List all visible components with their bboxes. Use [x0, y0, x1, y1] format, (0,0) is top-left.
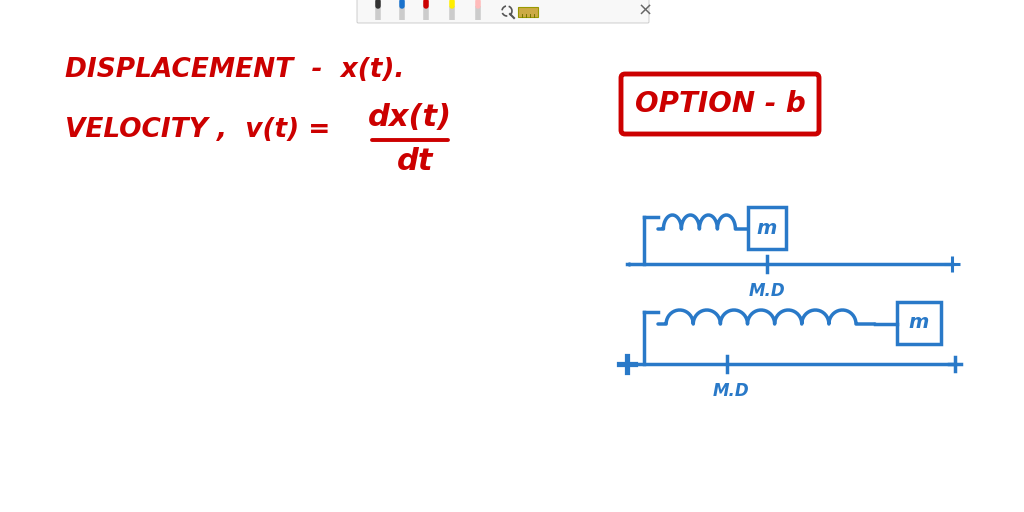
Text: ×: × [637, 2, 652, 20]
Bar [897, 302, 941, 344]
Text: OPTION - b: OPTION - b [635, 90, 805, 118]
Text: DISPLACEMENT  -  x(t).: DISPLACEMENT - x(t). [65, 57, 404, 83]
Text: m: m [909, 313, 929, 332]
Text: m: m [757, 219, 777, 238]
Text: M.D: M.D [712, 382, 749, 400]
Text: VELOCITY ,  v(t) =: VELOCITY , v(t) = [65, 117, 331, 143]
Bar [748, 207, 786, 249]
Text: M.D: M.D [749, 282, 785, 300]
FancyBboxPatch shape [357, 0, 649, 23]
FancyBboxPatch shape [621, 74, 819, 134]
Text: dx(t): dx(t) [368, 103, 452, 133]
Text: dt: dt [396, 147, 433, 177]
Bar [518, 7, 538, 17]
